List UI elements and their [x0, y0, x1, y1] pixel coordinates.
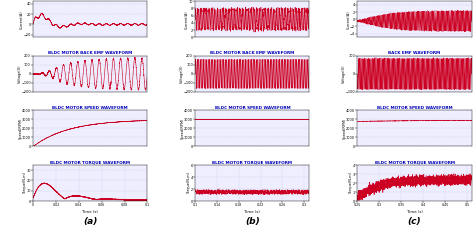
Y-axis label: Speed(RPM): Speed(RPM)	[343, 118, 346, 139]
X-axis label: Time (s): Time (s)	[82, 210, 98, 213]
Y-axis label: Torque(N-m): Torque(N-m)	[187, 172, 191, 194]
Text: (c): (c)	[408, 217, 421, 226]
Y-axis label: Speed(RPM): Speed(RPM)	[181, 118, 184, 139]
Title: BLDC MOTOR BACK EMF WAVEFORM: BLDC MOTOR BACK EMF WAVEFORM	[48, 51, 132, 55]
Title: BLDC MOTOR SPEED WAVEFORM: BLDC MOTOR SPEED WAVEFORM	[53, 106, 128, 110]
Title: BLDC MOTOR TORQUE WAVEFORM: BLDC MOTOR TORQUE WAVEFORM	[50, 160, 130, 164]
Y-axis label: Voltage(V): Voltage(V)	[180, 65, 184, 83]
Title: BLDC MOTOR SPEED WAVEFORM: BLDC MOTOR SPEED WAVEFORM	[377, 106, 452, 110]
Y-axis label: Current(A): Current(A)	[346, 10, 351, 29]
X-axis label: Time (s): Time (s)	[245, 210, 260, 213]
Title: BLDC MOTOR TORQUE WAVEFORM: BLDC MOTOR TORQUE WAVEFORM	[374, 160, 455, 164]
Y-axis label: Voltage(V): Voltage(V)	[342, 65, 346, 83]
Title: BLDC MOTOR BACK EMF WAVEFORM: BLDC MOTOR BACK EMF WAVEFORM	[210, 51, 294, 55]
Y-axis label: Current(A): Current(A)	[185, 10, 189, 29]
Title: BLDC MOTOR SPEED WAVEFORM: BLDC MOTOR SPEED WAVEFORM	[215, 106, 290, 110]
Y-axis label: Current(A): Current(A)	[20, 10, 24, 29]
Y-axis label: Torque(N-m): Torque(N-m)	[23, 172, 27, 194]
X-axis label: Time (s): Time (s)	[407, 210, 422, 213]
Y-axis label: Voltage(V): Voltage(V)	[18, 65, 22, 83]
Title: BLDC MOTOR TORQUE WAVEFORM: BLDC MOTOR TORQUE WAVEFORM	[212, 160, 292, 164]
Text: (b): (b)	[245, 217, 260, 226]
Y-axis label: Torque(N-m): Torque(N-m)	[349, 172, 354, 194]
Y-axis label: Speed(RPM): Speed(RPM)	[18, 118, 22, 139]
Title: BACK EMF WAVEFORM: BACK EMF WAVEFORM	[389, 51, 441, 55]
Text: (a): (a)	[83, 217, 98, 226]
